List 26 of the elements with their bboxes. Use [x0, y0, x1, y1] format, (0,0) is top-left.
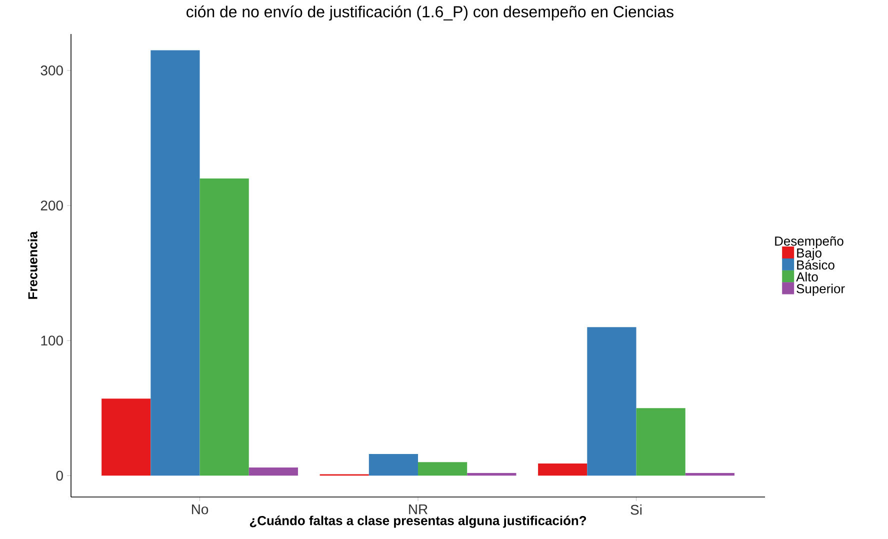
legend-label: Básico	[797, 260, 834, 270]
bar	[538, 463, 588, 476]
x-tick-label: No	[192, 504, 208, 514]
y-tick-label: 100	[41, 336, 63, 346]
bar	[636, 408, 686, 476]
bar	[368, 454, 418, 476]
bar	[587, 327, 636, 476]
x-tick-label: NR	[409, 504, 428, 514]
chart-title: ción de no envío de justificación (1.6_P) con desempeño en Ciencias	[186, 6, 674, 21]
y-tick-label: 0	[56, 470, 63, 481]
bar	[467, 472, 516, 476]
bar	[150, 50, 200, 476]
y-axis-title: Frecuencia	[28, 231, 38, 299]
legend-label: Alto	[796, 272, 818, 282]
bar	[685, 472, 734, 476]
legend-label: Superior	[796, 284, 845, 296]
y-tick-label: 200	[40, 200, 63, 210]
bar	[418, 462, 468, 476]
x-axis-title: ¿Cuándo faltas a clase presentas alguna justificación?	[250, 516, 586, 528]
bar	[248, 468, 298, 476]
legend-title: Desempeño	[775, 236, 844, 248]
y-tick-label: 300	[40, 66, 63, 76]
bar	[200, 178, 249, 476]
bar	[102, 398, 151, 476]
legend-label: Bajo	[797, 248, 822, 260]
x-tick-label: Si	[630, 504, 642, 515]
